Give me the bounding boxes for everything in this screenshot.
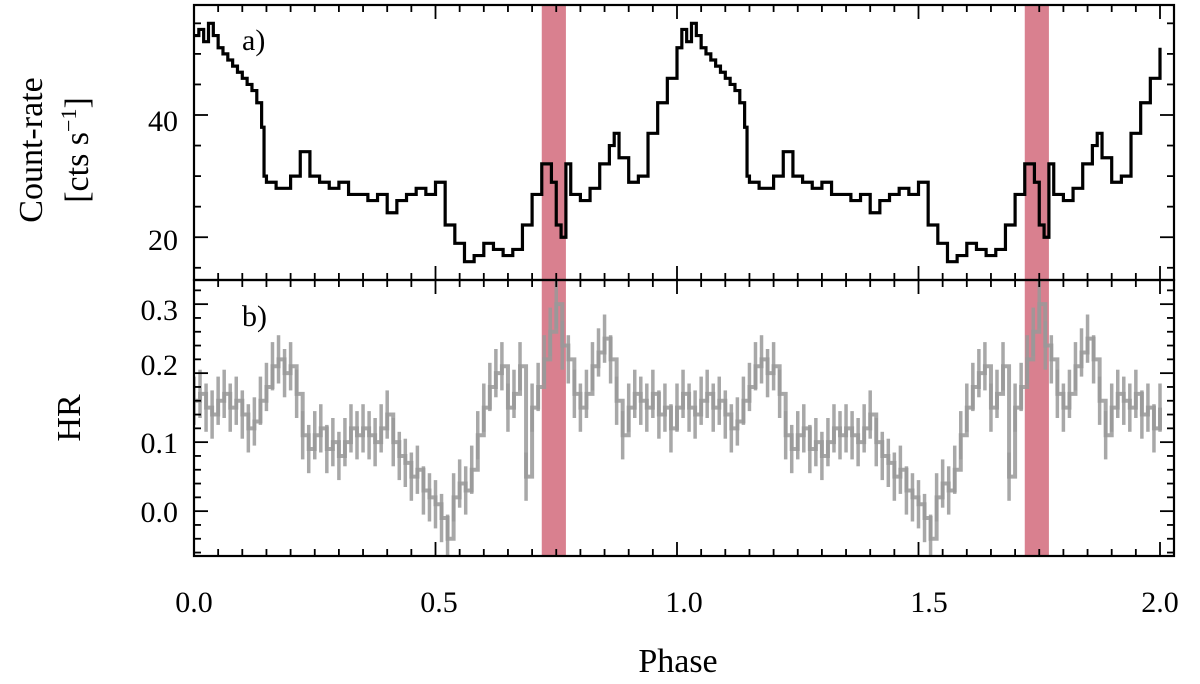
panel-label-a: a) <box>242 24 265 57</box>
count-rate-line <box>194 21 1162 264</box>
y-axis-unit-bracket: ] <box>59 97 96 108</box>
ytick-label-a-20: 20 <box>148 224 178 257</box>
x-axis-title: Phase <box>638 643 717 679</box>
ytick-label-b-0.0: 0.0 <box>141 496 179 529</box>
xtick-label-0.0: 0.0 <box>175 586 213 619</box>
axis-ticks <box>193 5 1174 556</box>
xtick-label-1.5: 1.5 <box>910 586 948 619</box>
y-axis-unit: [cts s <box>59 132 96 203</box>
count-rate-series <box>194 21 1162 264</box>
y-axis-title-a-line2: [cts s−1] <box>56 97 96 203</box>
panel-label-b: b) <box>242 300 267 333</box>
y-axis-unit-exponent: −1 <box>56 109 81 132</box>
ytick-label-b-0.1: 0.1 <box>141 427 179 460</box>
ytick-label-b-0.3: 0.3 <box>141 294 179 327</box>
highlight-bands-panel-a <box>541 5 1049 280</box>
xtick-label-2.0: 2.0 <box>1141 586 1179 619</box>
xtick-label-0.5: 0.5 <box>420 586 458 619</box>
y-axis-title-a-line1: Count-rate <box>13 77 50 222</box>
hardness-ratio-series <box>194 280 1162 556</box>
y-axis-title-b: HR <box>51 394 88 442</box>
ytick-label-a-40: 40 <box>148 105 178 138</box>
xtick-label-1.0: 1.0 <box>665 586 703 619</box>
ytick-label-b-0.2: 0.2 <box>141 349 179 382</box>
panel-b-frame <box>192 278 1176 558</box>
